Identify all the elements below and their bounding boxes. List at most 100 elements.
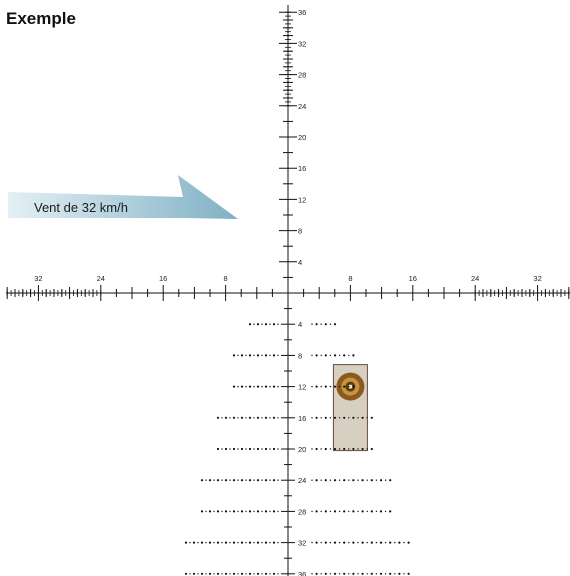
holdover-dot (348, 385, 350, 388)
holdover-dot (277, 417, 279, 419)
holdover-dot (352, 354, 355, 357)
holdover-dot (277, 323, 279, 325)
holdover-dot (189, 541, 191, 544)
holdover-dot (379, 510, 383, 513)
holdover-dot (333, 572, 337, 575)
holdover-dot (237, 354, 239, 357)
holdover-dot (229, 573, 231, 575)
holdover-dot (248, 416, 252, 419)
holdover-dot (221, 448, 223, 450)
holdover-dot (315, 354, 318, 357)
holdover-dot (248, 385, 252, 388)
holdover-dot (361, 510, 364, 513)
holdover-dot (320, 417, 322, 419)
holdover-dot (329, 479, 332, 481)
holdover-dot (237, 417, 239, 419)
holdover-dot (272, 416, 276, 419)
holdover-dot (329, 323, 332, 325)
holdover-dot (277, 510, 279, 513)
holdover-dot (320, 354, 322, 357)
holdover-dot (208, 572, 212, 575)
holdover-dot (343, 354, 346, 357)
holdover-dot (352, 541, 355, 544)
holdover-dot (256, 541, 260, 544)
target-bullseye (348, 384, 353, 389)
page-title: Exemple (6, 9, 76, 28)
holdover-dot (315, 572, 318, 575)
holdover-dot (261, 573, 263, 575)
holdover-dot (352, 572, 355, 575)
horizontal-scale-label: 8 (348, 274, 352, 283)
holdover-dot (370, 447, 373, 451)
holdover-dot (232, 479, 236, 482)
holdover-row-label: 36 (298, 570, 306, 576)
holdover-dot (208, 510, 212, 513)
holdover-dot (253, 354, 255, 357)
holdover-dot (315, 416, 318, 419)
holdover-dot (277, 448, 279, 450)
holdover-dot (324, 572, 327, 575)
holdover-dot (256, 510, 260, 513)
holdover-dot (338, 573, 341, 575)
horizontal-scale-label: 24 (471, 274, 479, 283)
holdover-dot (343, 447, 346, 451)
holdover-dot (264, 323, 268, 326)
holdover-dot (200, 479, 204, 482)
holdover-dot (224, 541, 228, 544)
holdover-dot (366, 417, 368, 419)
holdover-dot (311, 510, 313, 513)
holdover-dot (184, 572, 188, 575)
holdover-dot (343, 572, 346, 575)
holdover-dot (269, 541, 271, 544)
holdover-dot (384, 479, 387, 481)
holdover-dot (269, 479, 271, 481)
holdover-dot (224, 572, 228, 575)
holdover-dot (315, 447, 318, 451)
holdover-dot (348, 417, 350, 419)
holdover-dot (338, 541, 341, 544)
holdover-dot (269, 385, 271, 388)
holdover-dot (357, 573, 359, 575)
holdover-dot (264, 354, 268, 357)
holdover-dot (352, 416, 355, 419)
holdover-dot (333, 541, 337, 544)
holdover-dot (192, 572, 196, 575)
holdover-dot (192, 541, 196, 544)
vertical-scale-label: 4 (298, 258, 302, 267)
holdover-dot (366, 510, 368, 513)
holdover-dot (324, 385, 327, 388)
holdover-dot (216, 416, 220, 419)
holdover-dot (253, 541, 255, 544)
holdover-dot (311, 354, 313, 357)
holdover-row-label: 20 (298, 445, 306, 454)
holdover-dot (343, 541, 346, 544)
holdover-dot (389, 479, 392, 482)
holdover-dot (338, 385, 341, 388)
holdover-dot (311, 479, 313, 481)
holdover-dot (221, 479, 223, 481)
holdover-dot (237, 541, 239, 544)
holdover-dot (237, 448, 239, 450)
holdover-dot (320, 448, 322, 450)
holdover-dot (348, 354, 350, 357)
holdover-dot (256, 354, 260, 357)
crosshair (6, 5, 570, 576)
holdover-dot (324, 323, 327, 326)
holdover-dot (197, 541, 199, 544)
holdover-dot (329, 354, 332, 357)
holdover-dot (272, 354, 276, 357)
holdover-dot (366, 448, 368, 450)
holdover-row-label: 12 (298, 383, 306, 392)
holdover-dot (189, 573, 191, 575)
holdover-dot (315, 479, 318, 482)
holdover-dot (237, 479, 239, 481)
holdover-dot (333, 510, 337, 513)
holdover-dot (338, 479, 341, 481)
holdover-dot (333, 447, 337, 451)
vertical-scale-label: 28 (298, 71, 306, 80)
holdover-dot (264, 541, 268, 544)
horizontal-scale-label: 24 (97, 274, 105, 283)
holdover-dot (361, 572, 364, 575)
vertical-scale-label: 12 (298, 195, 306, 204)
